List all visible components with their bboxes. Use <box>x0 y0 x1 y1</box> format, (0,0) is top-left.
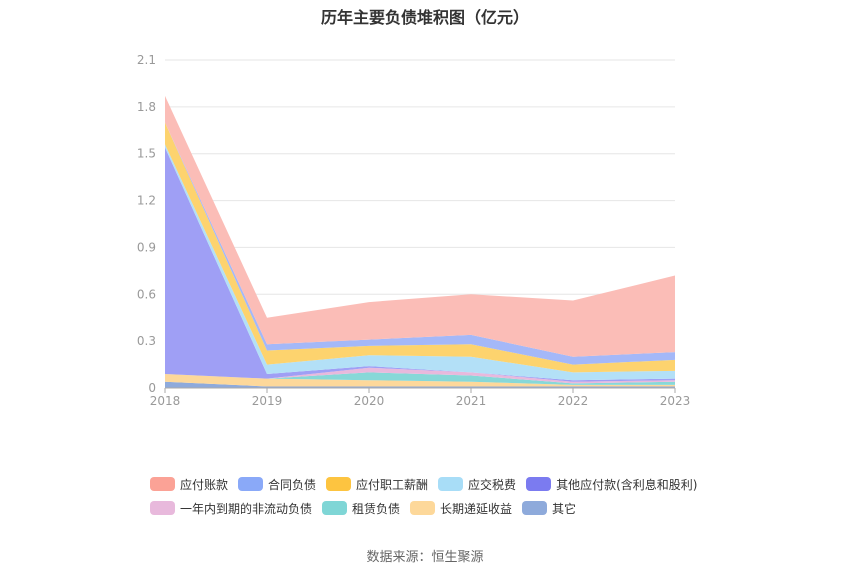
legend-swatch <box>526 477 552 491</box>
legend-label: 合同负债 <box>268 477 317 492</box>
y-tick-label: 0.9 <box>137 240 156 254</box>
x-tick-label: 2018 <box>150 394 181 408</box>
y-tick-label: 1.2 <box>137 194 156 208</box>
legend-item[interactable]: 一年内到期的非流动负债 <box>150 500 312 517</box>
legend-item[interactable]: 应交税费 <box>438 476 516 493</box>
y-tick-label: 0 <box>148 381 156 395</box>
legend-swatch <box>410 501 436 515</box>
area-series <box>165 95 675 388</box>
axes: 0 0.3 0.6 0.9 1.2 1.5 1.8 2.1 2018 2019 2020 2021 20… <box>137 53 690 408</box>
area-series-3 <box>165 367 675 384</box>
legend-label: 长期递延收益 <box>440 501 513 516</box>
legend-label: 应付账款 <box>180 477 229 492</box>
legend-row-2: 一年内到期的非流动负债 租赁负债 长期递延收益 其它 <box>150 496 750 520</box>
legend: 应付账款 合同负债 应付职工薪酬 应交税费 其他应付款(含利息和股利) 一年内到期的非流… <box>150 472 750 520</box>
legend-item[interactable]: 合同负债 <box>238 476 316 493</box>
legend-label: 其它 <box>552 501 577 516</box>
y-tick-label: 2.1 <box>137 53 156 67</box>
legend-label: 租赁负债 <box>352 501 401 516</box>
area-series-4 <box>165 147 675 382</box>
legend-swatch <box>522 501 548 515</box>
x-tick-label: 2023 <box>660 394 691 408</box>
legend-item[interactable]: 应付职工薪酬 <box>326 476 428 493</box>
legend-swatch <box>326 477 352 491</box>
legend-swatch <box>438 477 464 491</box>
area-series-1 <box>165 373 675 387</box>
legend-item[interactable]: 其他应付款(含利息和股利) <box>526 476 697 493</box>
area-series-2 <box>165 372 675 385</box>
legend-label: 应交税费 <box>468 477 517 492</box>
y-tick-label: 0.3 <box>137 334 156 348</box>
legend-item[interactable]: 应付账款 <box>150 476 228 493</box>
legend-swatch <box>238 477 264 491</box>
legend-label: 其他应付款(含利息和股利) <box>556 477 698 492</box>
area-series-8 <box>165 95 675 357</box>
legend-label: 一年内到期的非流动负债 <box>180 501 313 516</box>
data-source: 数据来源：恒生聚源 <box>366 550 484 565</box>
x-tick-label: 2022 <box>558 394 589 408</box>
legend-swatch <box>150 501 175 515</box>
legend-item[interactable]: 长期递延收益 <box>410 500 512 517</box>
y-tick-label: 1.5 <box>137 147 156 161</box>
legend-label: 应付职工薪酬 <box>356 477 429 492</box>
x-tick-label: 2019 <box>252 394 283 408</box>
legend-swatch <box>150 477 175 491</box>
x-tick-label: 2020 <box>354 394 385 408</box>
legend-row-1: 应付账款 合同负债 应付职工薪酬 应交税费 其他应付款(含利息和股利) <box>150 472 750 496</box>
y-tick-label: 0.6 <box>137 287 156 301</box>
legend-swatch <box>322 501 348 515</box>
legend-item[interactable]: 其它 <box>522 500 576 517</box>
y-tick-label: 1.8 <box>137 100 156 114</box>
chart-title: 历年主要负债堆积图（亿元） <box>320 8 529 27</box>
legend-item[interactable]: 租赁负债 <box>322 500 400 517</box>
x-tick-label: 2021 <box>456 394 487 408</box>
